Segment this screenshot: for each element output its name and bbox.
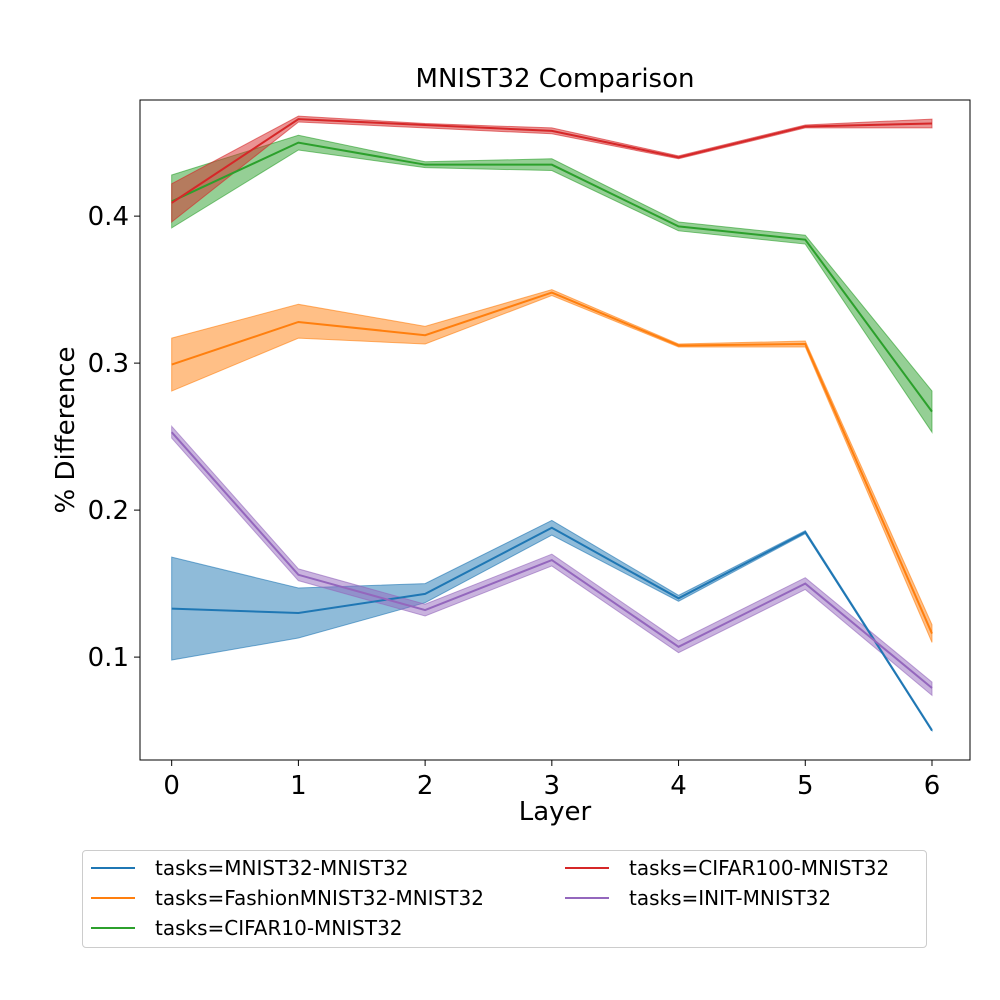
x-tick-label: 5 <box>797 771 814 801</box>
legend-item-cifar10: tasks=CIFAR10-MNIST32 <box>91 915 403 941</box>
legend-item-mnist32: tasks=MNIST32-MNIST32 <box>91 855 408 881</box>
series-line-4 <box>170 431 933 689</box>
legend-label: tasks=CIFAR10-MNIST32 <box>155 916 403 940</box>
legend-label: tasks=FashionMNIST32-MNIST32 <box>155 886 484 910</box>
x-tick-label: 2 <box>417 771 434 801</box>
y-tick-label: 0.1 <box>88 643 129 673</box>
legend-item-fashionmnist32: tasks=FashionMNIST32-MNIST32 <box>91 885 484 911</box>
y-tick-label: 0.2 <box>88 496 129 526</box>
x-tick-label: 1 <box>290 771 307 801</box>
x-tick-label: 3 <box>544 771 561 801</box>
x-tick-label: 0 <box>163 771 180 801</box>
legend-swatch <box>91 897 135 899</box>
legend: tasks=MNIST32-MNIST32 tasks=FashionMNIST… <box>82 850 927 948</box>
series-lines <box>170 118 933 732</box>
legend-label: tasks=MNIST32-MNIST32 <box>155 856 409 880</box>
legend-swatch <box>91 927 135 929</box>
legend-label: tasks=INIT-MNIST32 <box>629 886 832 910</box>
series-line-1 <box>171 291 933 634</box>
plot-frame <box>139 99 971 761</box>
x-tick-label: 4 <box>670 771 687 801</box>
legend-label: tasks=CIFAR100-MNIST32 <box>629 856 890 880</box>
legend-swatch <box>565 867 609 869</box>
series-line-3 <box>171 118 933 204</box>
legend-item-init: tasks=INIT-MNIST32 <box>565 885 831 911</box>
confidence-bands <box>171 115 933 733</box>
legend-swatch <box>91 867 135 869</box>
series-line-0 <box>171 526 933 732</box>
confidence-band-2 <box>171 134 933 434</box>
series-line-2 <box>171 141 933 413</box>
y-axis-label: % Difference <box>51 346 81 514</box>
x-axis: 0 1 2 3 4 5 6 <box>163 760 940 801</box>
chart-title: MNIST32 Comparison <box>415 64 695 94</box>
confidence-band-1 <box>171 289 933 643</box>
legend-swatch <box>565 897 609 899</box>
x-axis-label: Layer <box>518 797 592 827</box>
x-tick-label: 6 <box>924 771 941 801</box>
y-axis: 0.1 0.2 0.3 0.4 <box>88 202 140 673</box>
y-tick-label: 0.4 <box>88 202 129 232</box>
y-tick-label: 0.3 <box>88 349 129 379</box>
legend-item-cifar100: tasks=CIFAR100-MNIST32 <box>565 855 889 881</box>
